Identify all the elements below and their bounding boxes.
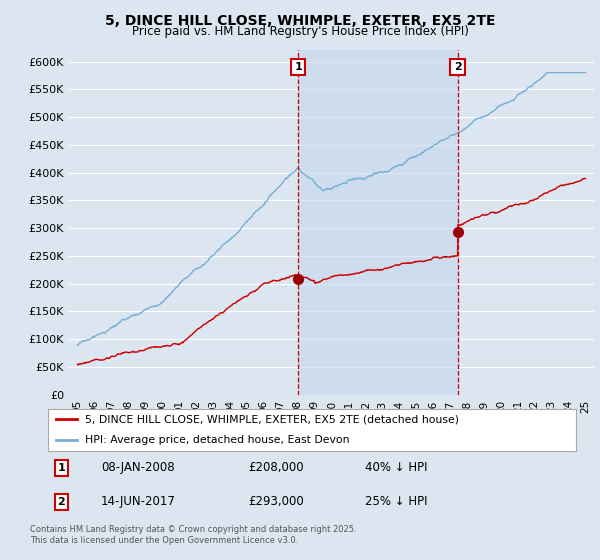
Text: HPI: Average price, detached house, East Devon: HPI: Average price, detached house, East… [85,435,349,445]
Text: 08-JAN-2008: 08-JAN-2008 [101,461,175,474]
Bar [298,50,458,395]
Text: 40% ↓ HPI: 40% ↓ HPI [365,461,427,474]
Text: 2: 2 [58,497,65,507]
Text: 2: 2 [454,62,461,72]
Text: Contains HM Land Registry data © Crown copyright and database right 2025.
This d: Contains HM Land Registry data © Crown c… [30,525,356,545]
Text: 5, DINCE HILL CLOSE, WHIMPLE, EXETER, EX5 2TE: 5, DINCE HILL CLOSE, WHIMPLE, EXETER, EX… [105,14,495,28]
Text: £293,000: £293,000 [248,496,304,508]
Text: 1: 1 [294,62,302,72]
Text: 1: 1 [58,463,65,473]
Text: £208,000: £208,000 [248,461,304,474]
Text: 14-JUN-2017: 14-JUN-2017 [101,496,176,508]
Text: Price paid vs. HM Land Registry's House Price Index (HPI): Price paid vs. HM Land Registry's House … [131,25,469,38]
Text: 25% ↓ HPI: 25% ↓ HPI [365,496,427,508]
Text: 5, DINCE HILL CLOSE, WHIMPLE, EXETER, EX5 2TE (detached house): 5, DINCE HILL CLOSE, WHIMPLE, EXETER, EX… [85,414,459,424]
